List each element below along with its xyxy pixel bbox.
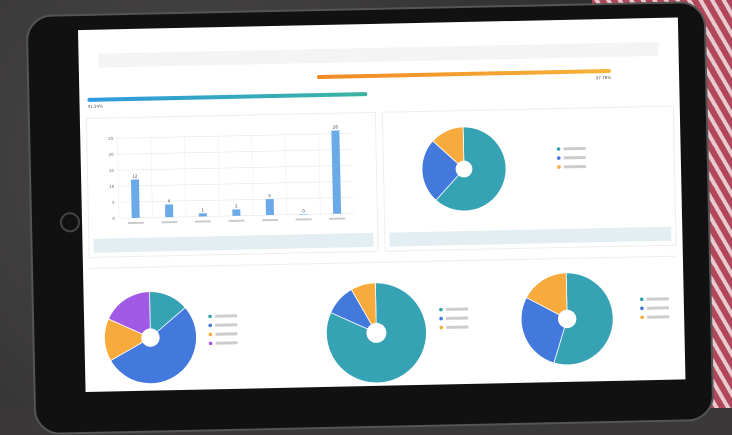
notice-bar	[98, 42, 658, 68]
legend-dot	[208, 315, 212, 319]
x-tick-label	[128, 222, 144, 224]
data-label: 5	[268, 193, 271, 198]
legend-label	[446, 316, 468, 319]
bar	[266, 199, 274, 215]
legend-dot	[439, 317, 443, 321]
y-tick-label: 5	[112, 200, 115, 205]
x-tick-label	[195, 220, 211, 222]
legend-dot	[439, 308, 443, 312]
pie-chart-4	[481, 257, 680, 391]
legend-dot	[640, 297, 644, 301]
bar	[199, 213, 207, 216]
legend-dot	[208, 324, 212, 328]
grid-line	[117, 133, 352, 138]
legend-dot	[640, 315, 644, 319]
data-label: 12	[132, 173, 138, 178]
grid-line	[117, 138, 119, 218]
legend-label	[647, 306, 669, 309]
progress-bar-orange	[317, 69, 611, 79]
grid-line	[252, 135, 254, 215]
grid-line	[118, 181, 353, 186]
pie-chart-1	[383, 107, 675, 233]
grid-line	[118, 165, 353, 170]
legend-dot	[209, 333, 213, 337]
progress-section: 57.76% 41.24%	[87, 66, 672, 108]
bar	[232, 209, 240, 216]
pie-chart-3	[285, 261, 484, 392]
bar	[131, 179, 140, 218]
y-tick-label: 25	[108, 136, 114, 141]
legend-dot	[439, 326, 443, 330]
legend-dot	[557, 156, 561, 160]
bar	[331, 130, 341, 213]
legend-label	[647, 315, 669, 318]
legend-label	[446, 325, 468, 328]
data-label: 26	[333, 124, 339, 129]
pie-chart-panel	[382, 106, 677, 252]
legend-label	[215, 323, 237, 326]
legend-dot	[557, 165, 561, 169]
home-button[interactable]	[60, 212, 80, 232]
progress-bar-blue	[87, 92, 367, 102]
left-percent: 41.24%	[88, 104, 103, 109]
legend-label	[446, 307, 468, 310]
grid-line	[184, 137, 186, 217]
grid-line	[151, 138, 153, 218]
bar	[165, 204, 173, 217]
data-label: 2	[235, 203, 238, 208]
right-percent: 57.76%	[596, 75, 611, 80]
grid-line	[285, 135, 287, 215]
legend-label	[564, 165, 586, 168]
legend-dot	[640, 306, 644, 310]
x-tick-label	[296, 218, 312, 220]
data-label: 0	[302, 208, 305, 213]
grid-line	[319, 134, 321, 214]
y-tick-label: 15	[109, 168, 115, 173]
x-tick-label	[262, 219, 278, 221]
bottom-charts	[89, 256, 680, 392]
grid-line	[119, 197, 354, 202]
grid-line	[118, 149, 353, 154]
y-tick-label: 20	[108, 152, 114, 157]
grid-line	[218, 136, 220, 216]
legend-label	[647, 297, 669, 300]
pie-chart-2	[89, 265, 288, 392]
x-tick-label	[161, 221, 177, 223]
legend-dot	[557, 147, 561, 151]
data-label: 1	[201, 207, 204, 212]
legend-dot	[209, 342, 213, 346]
x-tick-label	[329, 218, 345, 220]
legend-label	[215, 314, 237, 317]
legend-label	[216, 341, 238, 344]
legend-label	[564, 147, 586, 150]
legend-label	[564, 156, 586, 159]
y-tick-label: 10	[109, 184, 115, 189]
legend-label	[215, 332, 237, 335]
x-tick-label	[229, 220, 245, 222]
y-tick-label: 0	[112, 216, 115, 221]
